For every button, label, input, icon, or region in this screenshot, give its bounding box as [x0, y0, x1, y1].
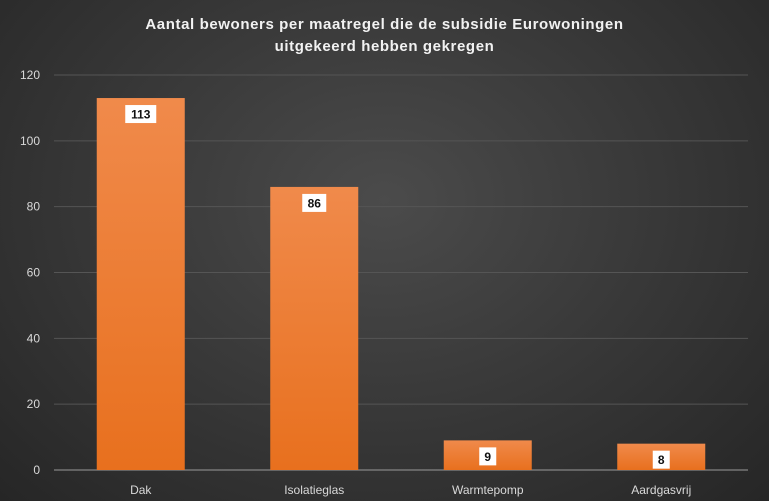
x-tick-label: Dak: [130, 483, 152, 497]
x-tick-label: Aardgasvrij: [631, 483, 691, 497]
data-label-box: [479, 447, 497, 466]
data-label: 86: [308, 196, 322, 210]
data-label-box: [302, 193, 327, 212]
x-tick-label: Isolatieglas: [284, 483, 344, 497]
data-label-box: [652, 450, 670, 469]
data-label: 113: [131, 108, 151, 122]
chart-title-line-2: uitgekeerd hebben gekregen: [274, 38, 495, 55]
y-tick-label: 100: [20, 134, 40, 148]
data-label: 8: [658, 453, 665, 467]
bar: [96, 98, 185, 471]
data-label-box: [125, 105, 157, 124]
y-tick-label: 20: [27, 397, 41, 411]
bar: [270, 186, 359, 470]
y-tick-label: 60: [27, 266, 41, 280]
chart-title-line-1: Aantal bewoners per maatregel die de sub…: [145, 16, 624, 33]
y-tick-label: 0: [33, 463, 40, 477]
y-tick-label: 120: [20, 68, 40, 82]
x-tick-label: Warmtepomp: [452, 483, 524, 497]
y-tick-label: 80: [27, 200, 41, 214]
data-label: 9: [484, 450, 491, 464]
chart-title: Aantal bewoners per maatregel die de sub…: [0, 14, 769, 58]
y-tick-label: 40: [27, 331, 41, 345]
